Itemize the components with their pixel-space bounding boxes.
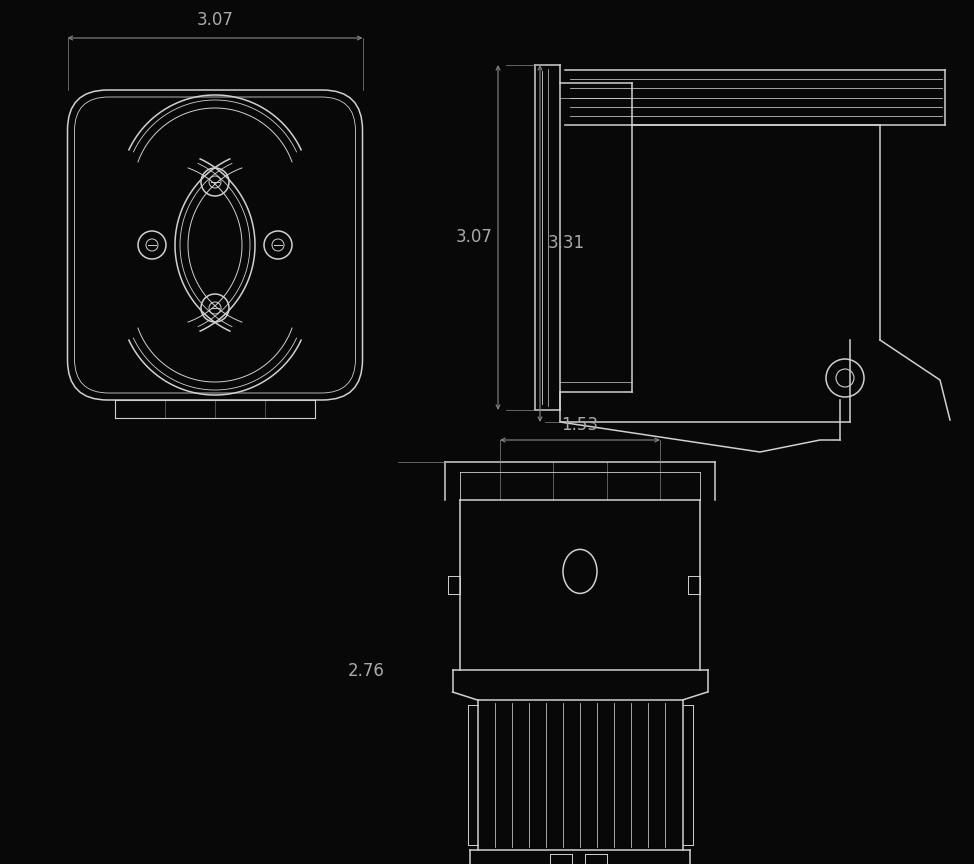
Text: 3.31: 3.31 (548, 234, 585, 252)
Text: 3.07: 3.07 (197, 11, 234, 29)
Text: 2.76: 2.76 (348, 662, 385, 680)
Text: 3.07: 3.07 (456, 228, 493, 246)
Text: 1.53: 1.53 (561, 416, 598, 434)
